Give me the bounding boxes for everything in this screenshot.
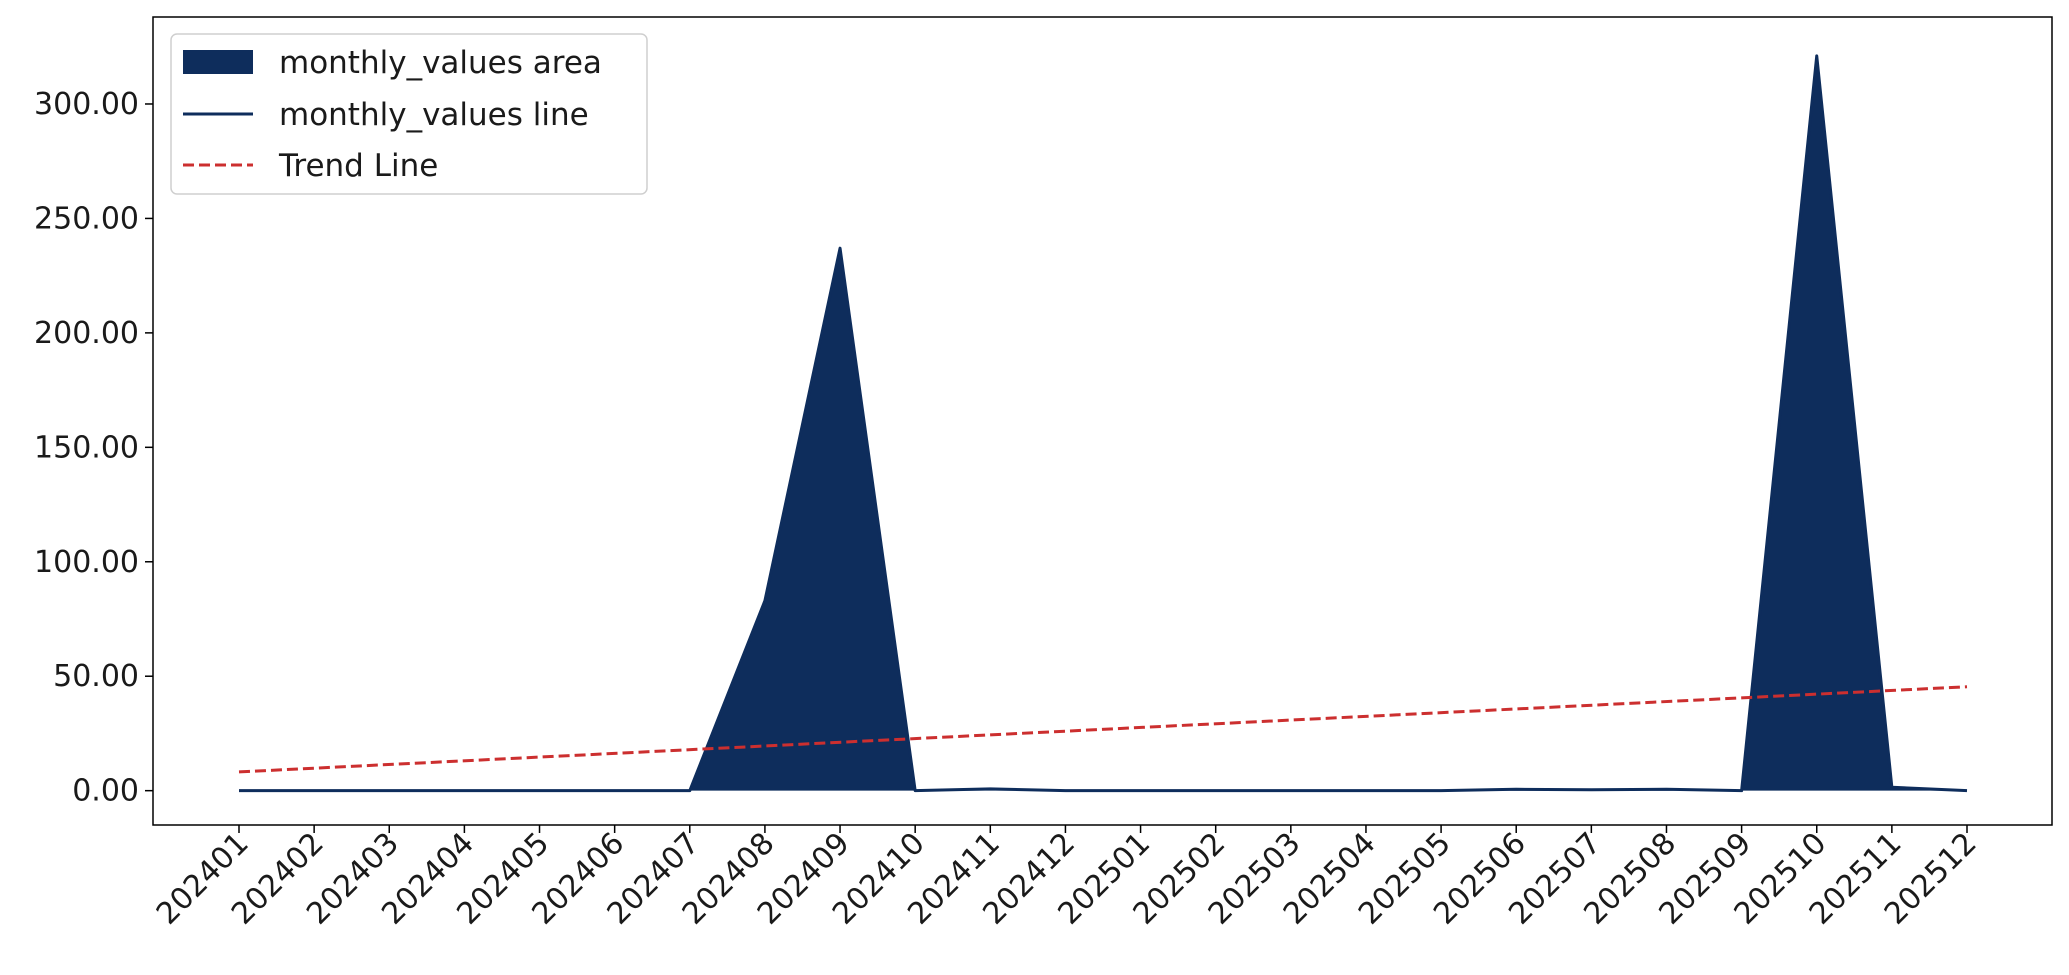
y-tick-label: 150.00 [34,430,139,465]
series-area-monthly-values [239,55,1967,791]
legend-label: monthly_values area [279,45,602,81]
series-trend-line [238,685,1968,774]
legend-box [170,33,648,195]
series-line-monthly-values [239,54,1968,793]
legend-swatch-area [183,50,253,74]
legend-label: Trend Line [278,148,438,184]
y-tick-label: 0.00 [72,774,139,809]
y-tick-label: 300.00 [34,87,139,122]
y-tick-label: 50.00 [53,659,139,694]
legend: monthly_values area monthly_values line Tr… [170,33,648,195]
y-tick-label: 200.00 [34,316,139,351]
plot-frame [152,16,2053,826]
y-tick-label: 100.00 [34,545,139,580]
legend-label: monthly_values line [279,97,589,133]
y-tick-label: 250.00 [34,201,139,236]
